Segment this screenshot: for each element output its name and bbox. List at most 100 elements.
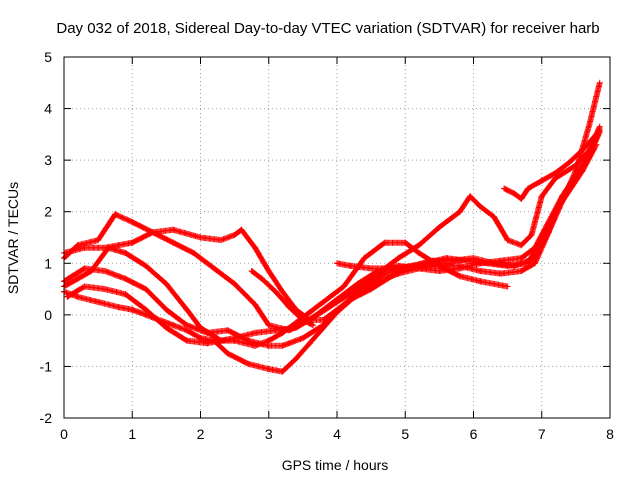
data-point — [81, 283, 88, 290]
data-point — [105, 244, 112, 251]
data-point — [497, 270, 504, 277]
data-point — [170, 322, 177, 329]
series-segment — [245, 360, 271, 372]
data-point — [224, 350, 231, 357]
data-point — [142, 262, 149, 269]
data-point — [450, 260, 457, 267]
data-point — [467, 193, 474, 200]
data-point — [415, 242, 422, 249]
x-axis-label: GPS time / hours — [282, 457, 389, 473]
y-tick-label: 5 — [44, 49, 52, 65]
data-point — [596, 123, 603, 130]
series-segment — [586, 81, 603, 127]
x-tick-label: 1 — [128, 426, 136, 442]
data-point — [310, 322, 317, 329]
series-segment — [497, 268, 523, 277]
data-point — [477, 268, 484, 275]
data-point — [197, 234, 204, 241]
data-point — [204, 340, 211, 347]
data-point — [122, 291, 129, 298]
data-point — [313, 311, 320, 318]
data-point — [265, 268, 272, 275]
data-point — [525, 260, 532, 267]
x-tick-label: 8 — [606, 426, 614, 442]
data-point — [518, 195, 525, 202]
data-point — [402, 239, 409, 246]
data-point — [81, 244, 88, 251]
data-point — [238, 226, 245, 233]
data-point — [293, 319, 300, 326]
data-point — [306, 309, 313, 316]
data-point — [436, 224, 443, 231]
data-point — [163, 280, 170, 287]
data-point — [279, 342, 286, 349]
series-segment — [74, 293, 100, 305]
series-track-7 — [248, 268, 317, 329]
data-point — [354, 280, 361, 287]
data-point — [183, 322, 190, 329]
data-point — [64, 293, 71, 300]
series-segment — [197, 234, 223, 243]
data-point — [299, 317, 306, 324]
data-point — [511, 190, 518, 197]
y-tick-label: 1 — [44, 255, 52, 271]
data-point — [211, 265, 218, 272]
data-point — [320, 322, 327, 329]
data-point — [596, 79, 603, 86]
series-segment — [95, 299, 121, 310]
data-point — [299, 335, 306, 342]
data-point — [456, 273, 463, 280]
data-point — [231, 280, 238, 287]
series-segment — [279, 335, 305, 349]
data-point — [361, 255, 368, 262]
data-point — [115, 242, 122, 249]
data-point — [183, 327, 190, 334]
data-point — [531, 260, 538, 267]
data-point — [361, 283, 368, 290]
y-tick-label: -2 — [40, 410, 53, 426]
data-point — [265, 366, 272, 373]
data-point — [252, 329, 259, 336]
data-point — [149, 229, 156, 236]
data-point — [204, 329, 211, 336]
data-point — [170, 239, 177, 246]
data-point — [409, 262, 416, 269]
data-point — [279, 288, 286, 295]
data-point — [217, 237, 224, 244]
data-point — [74, 293, 81, 300]
data-point — [183, 337, 190, 344]
data-point — [531, 244, 538, 251]
data-point — [538, 193, 545, 200]
x-tick-label: 0 — [60, 426, 68, 442]
data-point — [163, 306, 170, 313]
data-point — [252, 301, 259, 308]
data-point — [170, 226, 177, 233]
data-point — [74, 275, 81, 282]
x-tick-label: 2 — [197, 426, 205, 442]
data-point — [245, 360, 252, 367]
data-point — [504, 262, 511, 269]
series-segment — [231, 280, 258, 307]
data-point — [252, 244, 259, 251]
data-point — [115, 304, 122, 311]
data-point — [586, 121, 593, 128]
data-point — [443, 255, 450, 262]
data-point — [112, 211, 119, 218]
x-tick-label: 6 — [470, 426, 478, 442]
chart-title: Day 032 of 2018, Sidereal Day-to-day VTE… — [56, 20, 599, 37]
data-point — [347, 262, 354, 269]
data-point — [566, 159, 573, 166]
data-point — [525, 185, 532, 192]
x-tick-label: 5 — [401, 426, 409, 442]
y-tick-label: -1 — [40, 358, 53, 374]
data-point — [340, 283, 347, 290]
data-point — [334, 260, 340, 267]
data-point — [258, 275, 265, 282]
data-point — [504, 237, 511, 244]
data-point — [552, 175, 559, 182]
data-point — [129, 219, 136, 226]
data-point — [81, 265, 88, 272]
data-point — [129, 306, 136, 313]
data-point — [265, 342, 272, 349]
data-point — [248, 268, 255, 275]
